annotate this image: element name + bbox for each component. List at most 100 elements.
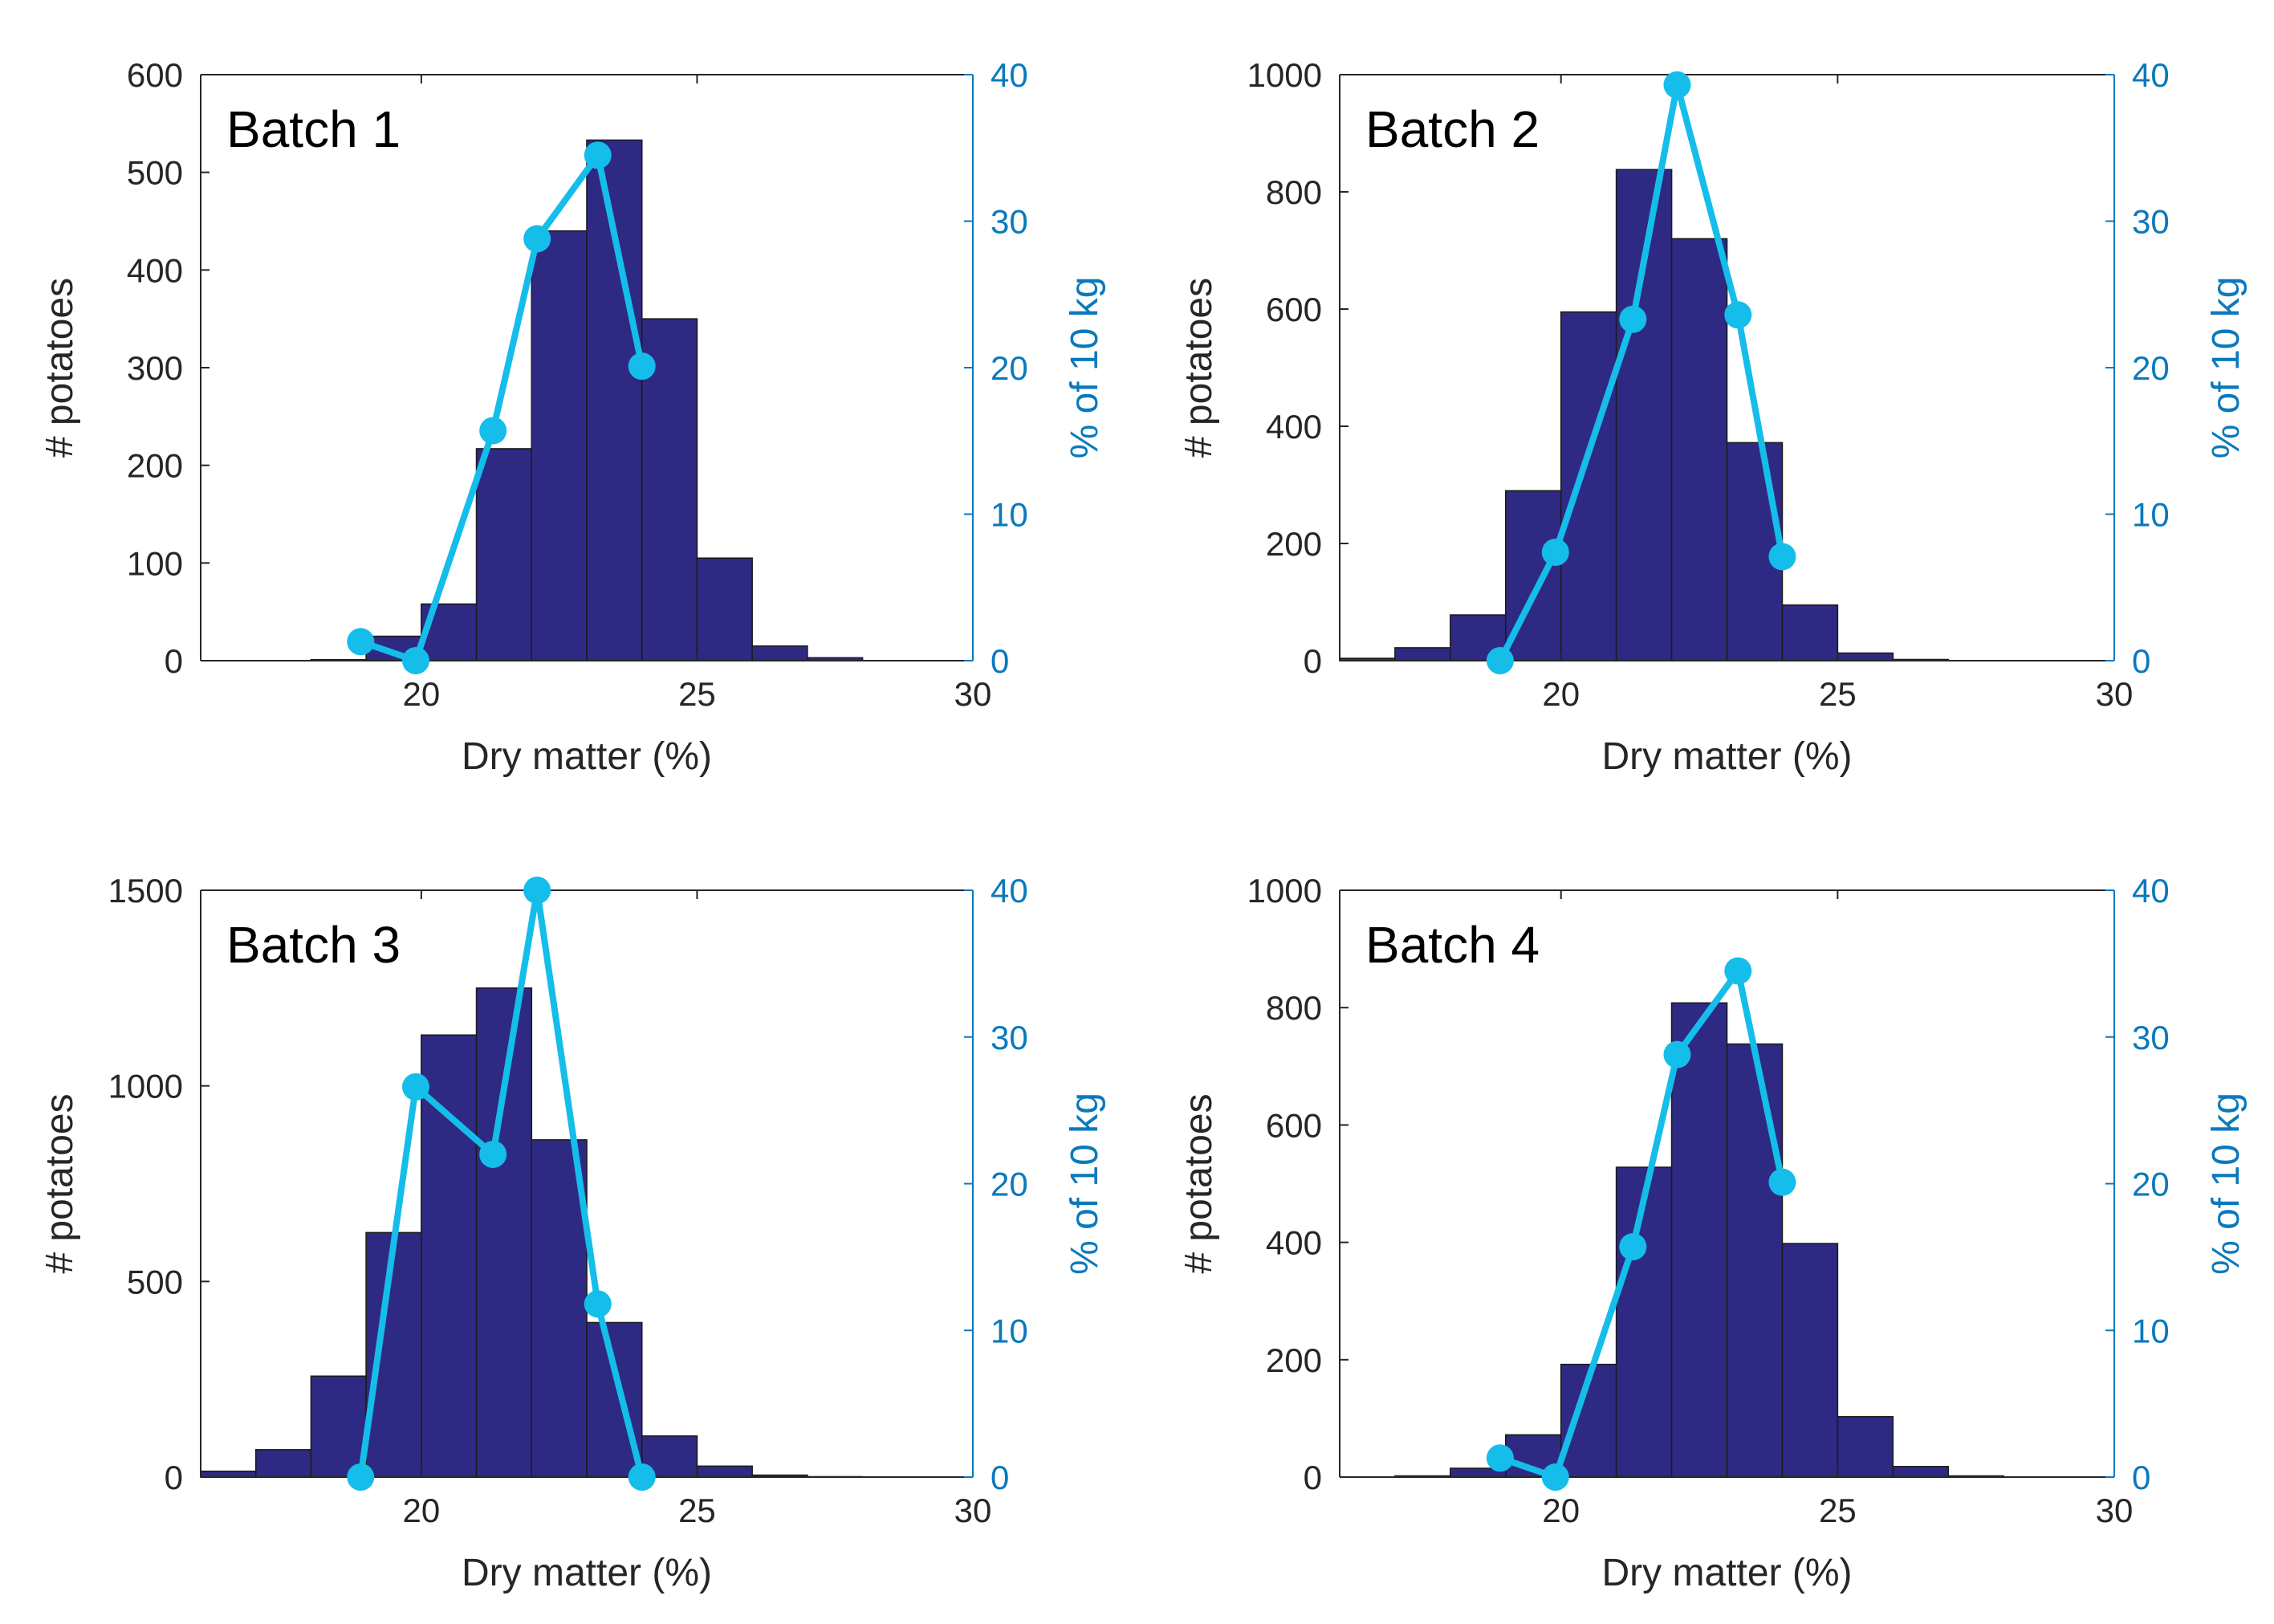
x-tick-label: 30: [2096, 675, 2134, 713]
series-point: [1768, 543, 1796, 571]
y-tick-label: 500: [127, 1263, 183, 1300]
series-point: [1663, 1040, 1691, 1068]
series-point: [1541, 1463, 1569, 1491]
y2-axis-label: % of 10 kg: [2205, 277, 2248, 459]
series-point: [584, 1290, 612, 1318]
x-axis-label: Dry matter (%): [1602, 1552, 1853, 1594]
series-line-group: [1486, 957, 1796, 1491]
y2-tick-label: 30: [2132, 1019, 2170, 1056]
x-tick-label: 25: [1819, 675, 1857, 713]
histogram-bar: [254, 1449, 312, 1478]
x-axis-label: Dry matter (%): [462, 1552, 712, 1594]
x-tick-label: 20: [1542, 1492, 1580, 1529]
y2-axis-label: % of 10 kg: [1064, 277, 1106, 459]
y-tick-label: 600: [1266, 1106, 1322, 1144]
histogram-bar: [751, 645, 808, 661]
histogram-bar: [1615, 1166, 1673, 1478]
histogram-bar: [365, 1231, 422, 1478]
y2-tick-label: 10: [991, 496, 1028, 534]
series-point: [628, 352, 656, 381]
x-tick-label: 20: [1542, 675, 1580, 713]
y-axis-label: # potatoes: [39, 1093, 81, 1273]
histogram-bars: [200, 987, 864, 1478]
y-axis-label: # potatoes: [1178, 1093, 1220, 1273]
x-tick-label: 25: [678, 1492, 716, 1529]
y2-tick-label: 10: [2132, 1312, 2170, 1349]
x-tick-label: 25: [1819, 1492, 1857, 1529]
x-axis-label: Dry matter (%): [462, 735, 712, 778]
histogram-bar: [1837, 1415, 1894, 1478]
series-point: [628, 1463, 656, 1491]
series-point: [523, 877, 551, 904]
histogram-bar: [696, 1465, 753, 1478]
y2-axis-label: % of 10 kg: [2205, 1093, 2248, 1275]
histogram-bar: [641, 318, 698, 661]
y-tick-label: 1000: [1247, 872, 1322, 910]
histogram-bar: [586, 139, 643, 661]
histogram-bar: [1394, 647, 1451, 661]
histogram-bars: [1394, 1002, 2004, 1478]
y-tick-label: 200: [1266, 1341, 1322, 1379]
y2-tick-label: 40: [991, 872, 1028, 910]
y-tick-label: 1500: [108, 872, 183, 910]
series-point: [1619, 1233, 1647, 1261]
chart-title: Batch 3: [226, 916, 401, 974]
histogram-bar: [696, 557, 753, 661]
y-tick-label: 400: [127, 251, 183, 289]
y2-tick-label: 40: [991, 56, 1028, 94]
x-tick-label: 30: [954, 675, 992, 713]
y2-tick-label: 10: [2132, 496, 2170, 534]
series-point: [523, 225, 551, 253]
y-tick-label: 0: [1304, 642, 1322, 680]
histogram-bar: [1781, 1243, 1839, 1478]
histogram-bar: [1892, 1466, 1950, 1478]
y-tick-label: 100: [127, 544, 183, 582]
y-tick-label: 800: [1266, 173, 1322, 211]
histogram-bars: [310, 139, 864, 661]
y2-tick-label: 0: [2132, 642, 2150, 680]
series-point: [1768, 1168, 1796, 1196]
series-point: [401, 647, 429, 674]
histogram-bar: [1726, 1043, 1784, 1478]
series-point: [479, 1140, 507, 1168]
y-tick-label: 400: [1266, 408, 1322, 446]
histogram-bar: [310, 1375, 367, 1478]
y2-tick-label: 20: [2132, 1166, 2170, 1203]
y-axis-label: # potatoes: [39, 278, 81, 458]
histogram-bar: [421, 1034, 478, 1478]
y-tick-label: 200: [127, 447, 183, 485]
histogram-bar: [1781, 604, 1839, 661]
series-point: [1724, 957, 1752, 985]
y-tick-label: 0: [165, 1459, 183, 1496]
series-point: [1663, 71, 1691, 99]
series-point: [1541, 538, 1569, 566]
series-point: [401, 1072, 429, 1101]
series-line: [357, 887, 645, 1478]
series-line-group: [347, 877, 656, 1491]
histogram-bar: [475, 987, 533, 1478]
y2-tick-label: 30: [2132, 203, 2170, 241]
y2-tick-label: 20: [2132, 349, 2170, 387]
x-tick-label: 30: [954, 1492, 992, 1529]
chart-panel-1: 20 25 300100200300400500600010203040Batch …: [39, 56, 1106, 778]
series-point: [347, 1463, 375, 1491]
y-tick-label: 400: [1266, 1224, 1322, 1262]
chart-title: Batch 1: [226, 100, 401, 158]
series-point: [1724, 301, 1752, 329]
histogram-bar: [1615, 169, 1673, 661]
x-tick-label: 25: [678, 675, 716, 713]
series-line-group: [347, 141, 656, 674]
y-axis-label: # potatoes: [1178, 278, 1220, 458]
series-line: [1497, 81, 1786, 662]
y-tick-label: 800: [1266, 989, 1322, 1027]
histogram-bar: [531, 1139, 588, 1478]
y-tick-label: 1000: [108, 1068, 183, 1105]
y-tick-label: 0: [165, 642, 183, 680]
y2-tick-label: 10: [991, 1312, 1028, 1349]
y2-tick-label: 0: [2132, 1459, 2150, 1496]
histogram-bar: [475, 448, 533, 661]
chart-title: Batch 4: [1365, 916, 1540, 974]
chart-title: Batch 2: [1365, 100, 1540, 158]
